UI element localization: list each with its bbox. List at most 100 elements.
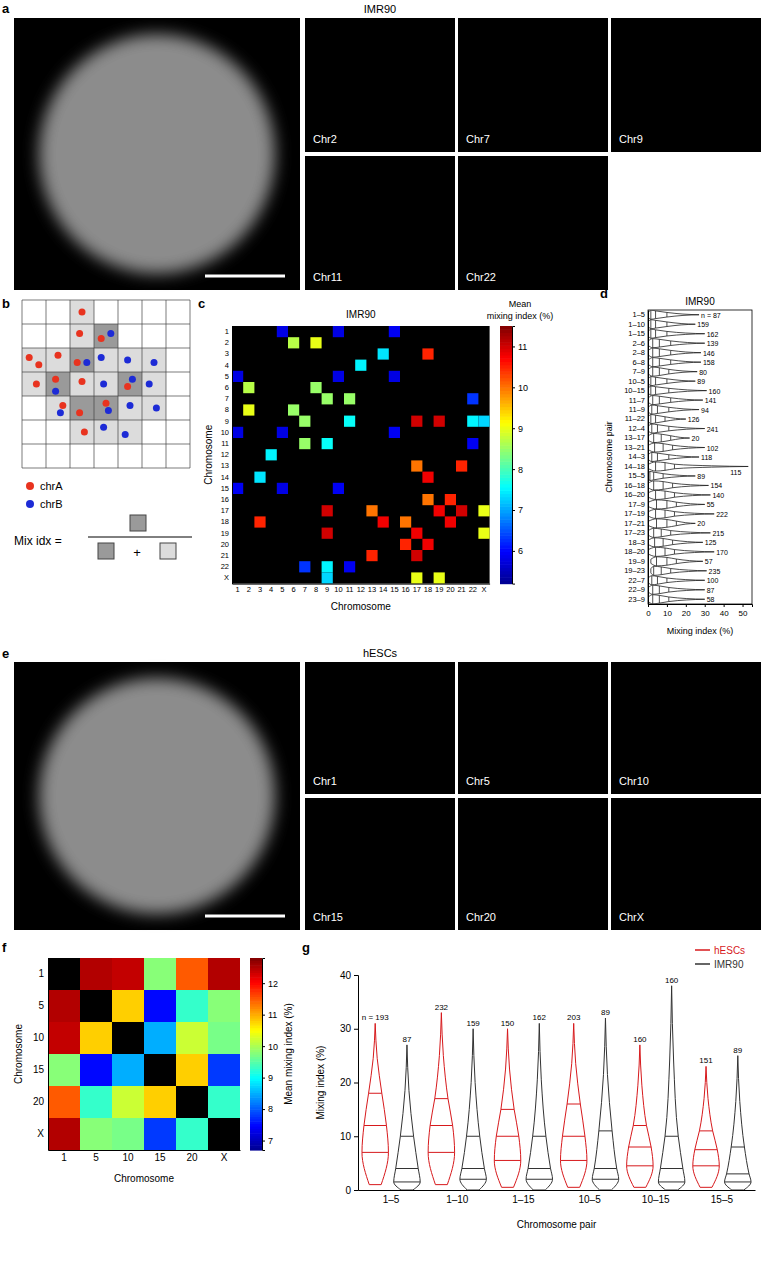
quartile-line <box>467 1136 480 1137</box>
tick-label: 16–20 <box>624 490 645 499</box>
tick-label: 17 <box>221 506 229 515</box>
tick: 14 <box>379 584 387 594</box>
tick: 11 <box>512 342 527 352</box>
colorbar-segment <box>250 958 262 961</box>
channel-label: Chr11 <box>313 271 342 283</box>
tick: 22 <box>469 584 477 594</box>
tick-mark <box>512 469 515 470</box>
tick-label: 30 <box>701 609 710 618</box>
heatmap-cell <box>48 1086 80 1118</box>
tick: 2–6 <box>632 339 648 348</box>
heatmap-cell <box>389 427 400 438</box>
tick-label: 15 <box>390 585 398 594</box>
tick-mark <box>512 428 515 429</box>
heatmap-cell <box>232 371 243 382</box>
heatmap-cell <box>322 572 333 583</box>
dot <box>100 424 107 431</box>
heatmap-background <box>48 958 240 1150</box>
tick-label: 19 <box>435 585 443 594</box>
axis: 12345678910111213141516171819202122X <box>221 327 233 585</box>
n-label: 160 <box>633 1035 647 1044</box>
heatmap-cell <box>208 990 240 1022</box>
violin <box>648 443 705 452</box>
heatmap-cell <box>344 393 355 404</box>
quartile-line <box>665 491 666 499</box>
axis-title: Chromosome <box>203 424 214 484</box>
tick-label: 11 <box>518 342 527 352</box>
tick-label: 7 <box>518 505 523 515</box>
n-label: 222 <box>716 511 728 518</box>
quartile-line <box>668 597 669 602</box>
tick: 7 <box>512 505 523 515</box>
heatmap-cell <box>144 1022 176 1054</box>
quartile-line <box>659 349 660 357</box>
panel-label: a <box>2 1 10 16</box>
axis: 1–51–101–152–62–86–87–910–510–1511–711–9… <box>624 310 648 604</box>
plot-frame <box>648 310 752 604</box>
tick-label: 10–5 <box>628 377 645 386</box>
tick-label: 7 <box>303 585 307 594</box>
image-channel <box>305 798 455 930</box>
tick-label: 18–20 <box>624 547 645 556</box>
axis-line <box>263 959 266 1151</box>
heatmap-cell <box>232 483 243 494</box>
quartile-line <box>650 310 651 319</box>
heatmap-cell <box>310 337 321 348</box>
tick: 1–15 <box>628 329 648 338</box>
quartile-line <box>592 1179 618 1180</box>
grid-cell <box>46 396 70 420</box>
channel-label: Chr9 <box>619 133 643 145</box>
tick-label: 2 <box>225 338 229 347</box>
quartile-line <box>657 406 658 414</box>
axis: 67891011 <box>512 327 528 585</box>
grid-line <box>142 300 143 468</box>
tick-label: 6–8 <box>632 358 645 367</box>
tick-label: 3 <box>258 585 262 594</box>
heatmap-cell <box>112 1118 144 1150</box>
heatmap-cell <box>208 1086 240 1118</box>
chart-title: IMR90 <box>346 309 376 320</box>
n-label: 87 <box>707 587 715 594</box>
tick-label: 10–15 <box>624 386 645 395</box>
violin <box>648 424 705 433</box>
heatmap-cell <box>176 958 208 990</box>
quartile-line <box>652 595 653 604</box>
tick: 22–9 <box>628 585 648 594</box>
dot <box>105 407 112 414</box>
schematic: chrAchrBMix idx =+ <box>14 300 192 560</box>
nucleus <box>39 34 275 273</box>
quartile-line <box>460 1179 486 1180</box>
tick-label: 5 <box>225 372 229 381</box>
heatmap-cell <box>478 505 489 516</box>
n-label: 141 <box>705 397 717 404</box>
tick-mark <box>262 983 265 984</box>
tick-label: 15 <box>33 1064 45 1075</box>
tick-label: 10 <box>221 428 229 437</box>
channel-label: Chr7 <box>466 133 490 145</box>
grid-cell <box>70 396 94 420</box>
tick: 6 <box>225 383 232 392</box>
tick: 10–5 <box>628 377 648 386</box>
n-label: 160 <box>665 976 679 985</box>
grid-line <box>46 300 47 468</box>
dot <box>129 376 136 383</box>
dot <box>26 354 33 361</box>
panel-label: f <box>2 940 7 955</box>
quartile-line <box>654 538 655 547</box>
tick-label: 8 <box>225 405 229 414</box>
heatmap-cell <box>400 516 411 527</box>
heatmap-cell <box>243 404 254 415</box>
tick-label: 20 <box>446 585 454 594</box>
quartile-line <box>670 360 671 365</box>
n-label: 126 <box>688 416 700 423</box>
tick: 13 <box>368 584 376 594</box>
tick: 1 <box>61 1150 67 1163</box>
tick-label: 17–21 <box>624 519 645 528</box>
quartile-line <box>533 1136 546 1137</box>
tick-label: 10 <box>122 1152 134 1163</box>
axis-line <box>649 605 753 608</box>
n-label: 55 <box>707 501 715 508</box>
n-label: 159 <box>697 321 709 328</box>
axis-title: Chromosome pair <box>517 1219 597 1230</box>
axis: 12345678910111213141516171819202122X <box>233 584 491 594</box>
